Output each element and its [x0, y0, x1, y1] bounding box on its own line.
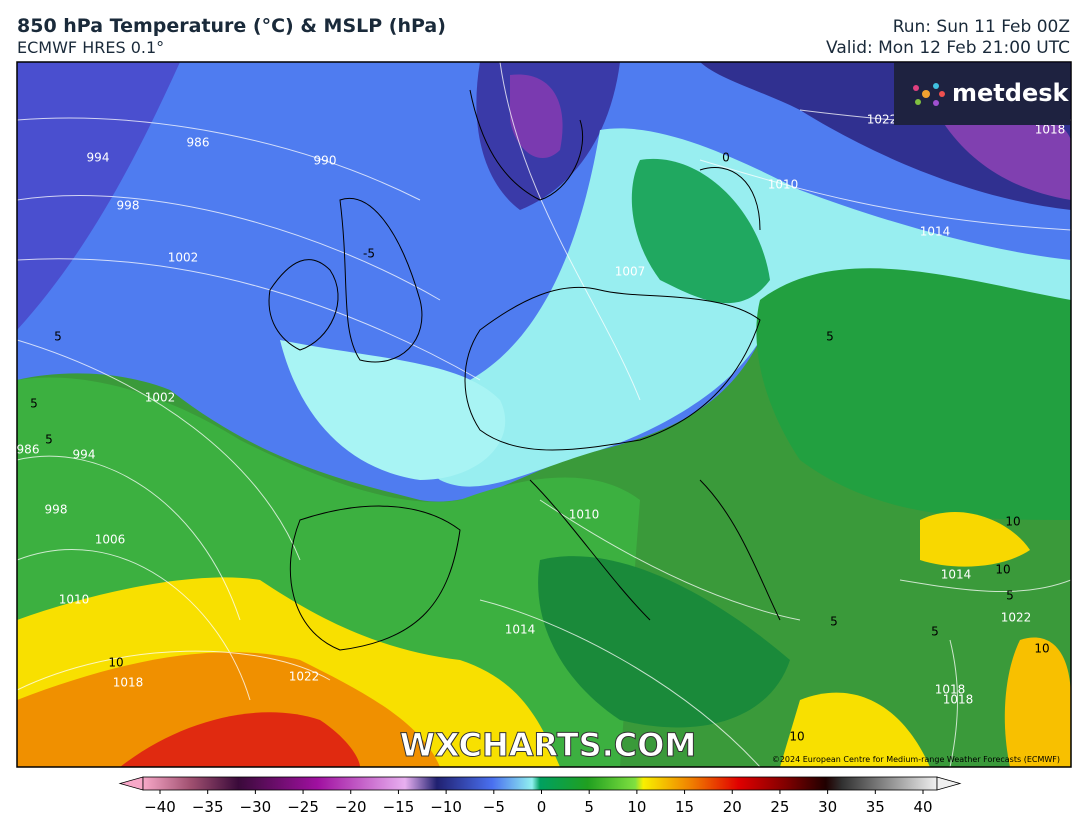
isobar-label: 994 [73, 448, 96, 462]
colorbar-tick-label: −5 [483, 798, 505, 816]
temperature-label: 10 [1034, 642, 1049, 656]
colorbar-tick-label: 25 [770, 798, 789, 816]
colorbar-tick-label: 30 [818, 798, 837, 816]
colorbar-tick-label: −25 [287, 798, 319, 816]
colorbar-tick-label: 15 [675, 798, 694, 816]
colorbar-tick-label: 35 [866, 798, 885, 816]
temperature-label: 5 [931, 625, 939, 639]
colorbar-tick-label: −30 [240, 798, 272, 816]
subtitle: ECMWF HRES 0.1° [17, 38, 164, 57]
colorbar-tick-label: 10 [627, 798, 646, 816]
logo-icon [913, 83, 945, 106]
isobar-label: 990 [314, 154, 337, 168]
isobar-label: 998 [117, 199, 140, 213]
isobar-label: 1018 [1035, 123, 1066, 137]
logo-text: metdesk [952, 79, 1070, 107]
isobar-label: 1002 [145, 391, 176, 405]
temperature-label: 5 [1006, 589, 1014, 603]
isobar-label: 1018 [113, 676, 144, 690]
isobar-label: 986 [187, 136, 210, 150]
colorbar-max-arrow [936, 776, 962, 791]
isobar-label: 1022 [1001, 611, 1032, 625]
colorbar-tick-label: −40 [144, 798, 176, 816]
temperature-label: 5 [54, 330, 62, 344]
isobar-label: 1010 [59, 593, 90, 607]
isobar-label: 986 [17, 443, 40, 457]
temperature-label: 5 [45, 433, 53, 447]
isobar-label: 1014 [941, 568, 972, 582]
temperature-label: 5 [30, 397, 38, 411]
temperature-label: 5 [826, 330, 834, 344]
colorbar-tick-label: −10 [430, 798, 462, 816]
colorbar-tick-label: −35 [192, 798, 224, 816]
colorbar-tick-label: 40 [913, 798, 932, 816]
isobar-label: 994 [87, 151, 110, 165]
isobar-label: 1010 [768, 178, 799, 192]
map [17, 62, 1071, 767]
title: 850 hPa Temperature (°C) & MSLP (hPa) [17, 15, 446, 37]
temperature-label: 0 [722, 151, 730, 165]
temperature-label: 5 [830, 615, 838, 629]
temperature-label: -5 [363, 247, 375, 261]
watermark: WXCHARTS.COM [400, 726, 697, 764]
map-frame [16, 61, 1072, 768]
colorbar [142, 776, 938, 791]
colorbar-tick-label: 5 [584, 798, 594, 816]
isobar-label: 998 [45, 503, 68, 517]
isobar-label: 1010 [569, 508, 600, 522]
copyright: ©2024 European Centre for Medium-range W… [772, 755, 1060, 764]
colorbar-tick-label: −15 [383, 798, 415, 816]
temperature-label: 10 [1005, 515, 1020, 529]
temperature-label: 10 [108, 656, 123, 670]
temperature-label: 10 [995, 563, 1010, 577]
isobar-label: 1022 [289, 670, 320, 684]
colorbar-ticks: −40 −35 −30 −25 −20 −15 −10 −5 0 5 10 15 20 25 30 35 40 [144, 790, 933, 816]
isobar-label: 1018 [943, 693, 974, 707]
isobar-label: 1007 [615, 265, 646, 279]
run-time: Run: Sun 11 Feb 00Z [893, 17, 1070, 37]
isobar-label: 1014 [920, 225, 951, 239]
isobar-label: 1022 [867, 113, 898, 127]
colorbar-tick-label: 0 [537, 798, 547, 816]
isobar-label: 1014 [505, 623, 536, 637]
isobar-label: 1002 [168, 251, 199, 265]
isobar-label: 1006 [95, 533, 126, 547]
colorbar-tick-label: 20 [723, 798, 742, 816]
colorbar-min-arrow [118, 776, 144, 791]
isobar-label: 1018 [935, 683, 966, 697]
temperature-label: 10 [789, 730, 804, 744]
valid-time: Valid: Mon 12 Feb 21:00 UTC [826, 38, 1070, 58]
colorbar-tick-label: −20 [335, 798, 367, 816]
